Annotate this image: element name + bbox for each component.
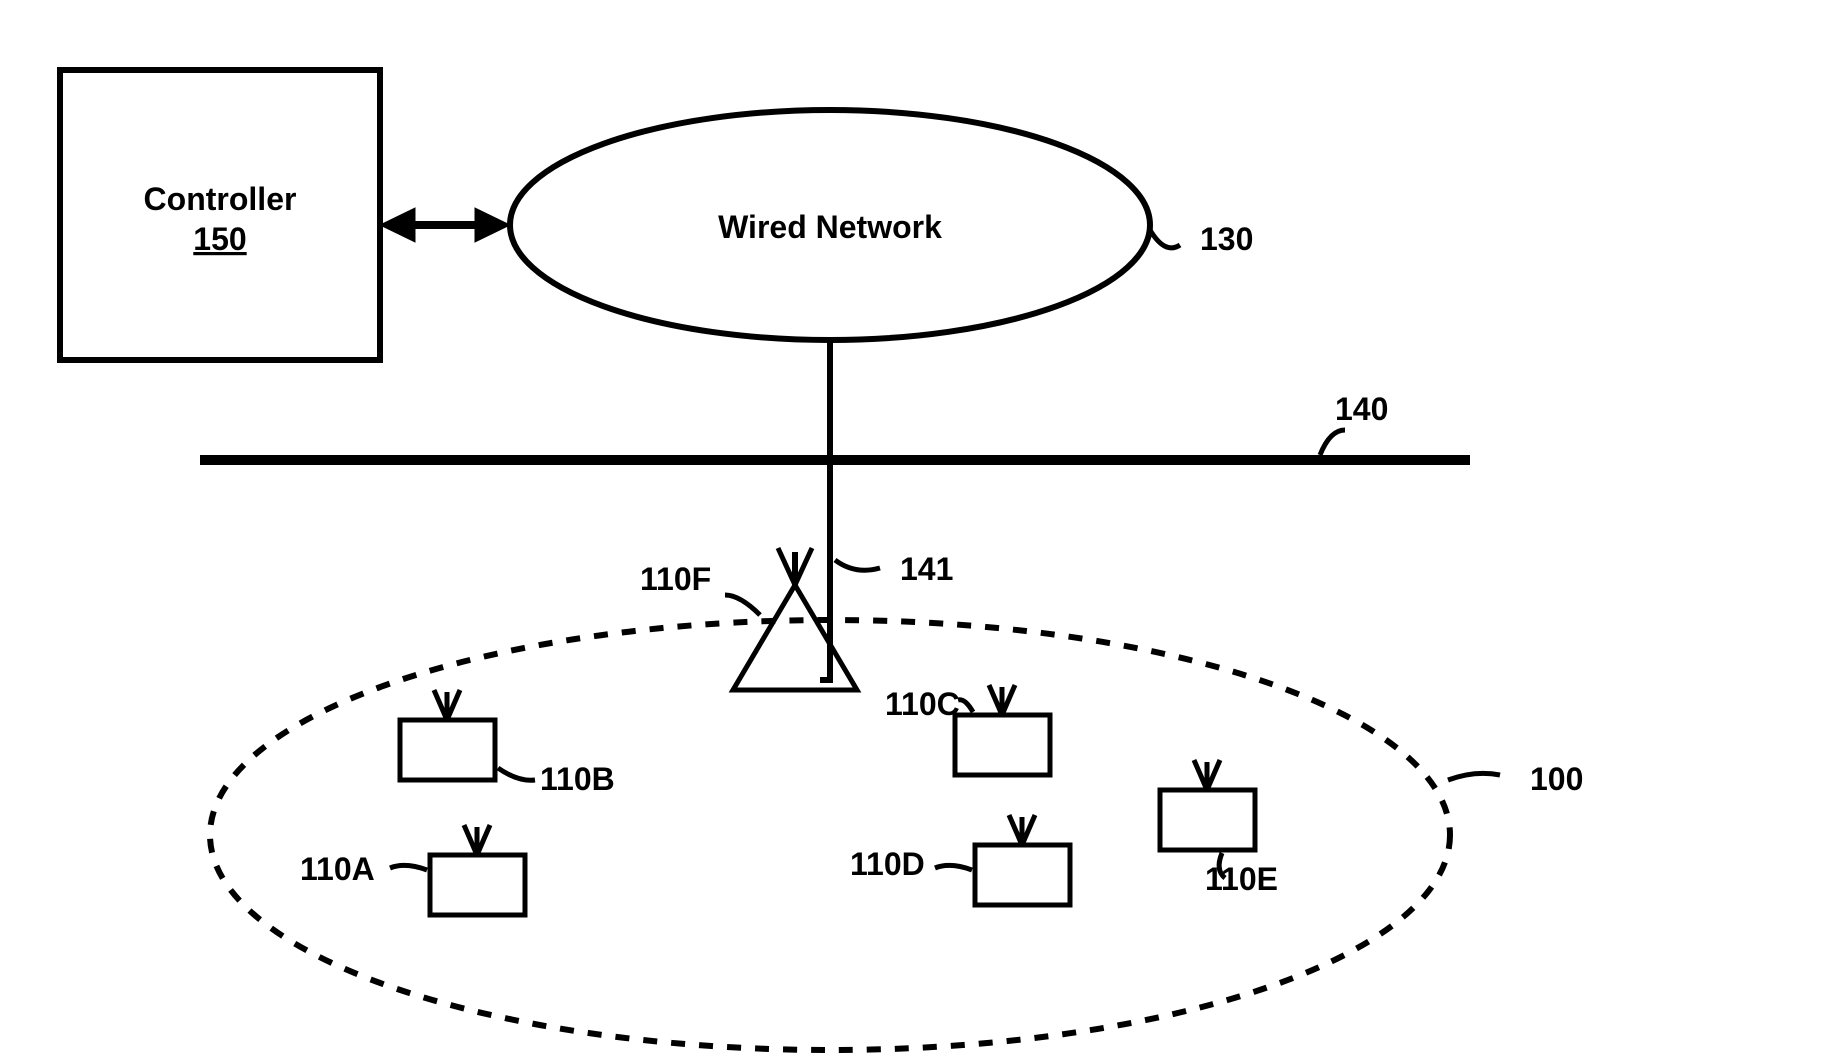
- leader-100: [1448, 773, 1500, 780]
- link-bus-to-ap: [820, 460, 830, 680]
- device-110b: [400, 690, 495, 780]
- ref-130: 130: [1200, 221, 1253, 257]
- leader-110c: [958, 700, 973, 712]
- ref-141: 141: [900, 551, 953, 587]
- controller-label-line1: Controller: [144, 181, 297, 217]
- ref-110e: 110E: [1205, 861, 1278, 897]
- leader-141: [835, 560, 880, 570]
- ref-110f: 110F: [640, 561, 711, 597]
- leader-110b: [498, 768, 535, 780]
- coverage-ellipse: [210, 620, 1450, 1050]
- leader-110a: [390, 865, 427, 870]
- leader-130: [1150, 230, 1180, 248]
- leader-110f: [725, 595, 760, 615]
- ref-140: 140: [1335, 391, 1388, 427]
- controller-label-line2: 150: [193, 221, 246, 257]
- ref-110c: 110C: [885, 686, 960, 722]
- device-110c: [955, 685, 1050, 775]
- device-110e: [1160, 760, 1255, 850]
- ref-110d: 110D: [850, 846, 925, 882]
- device-110a: [430, 825, 525, 915]
- device-110d: [975, 815, 1070, 905]
- wired-network-label: Wired Network: [718, 209, 942, 245]
- bidirectional-arrow: [380, 208, 510, 242]
- ref-110b: 110B: [540, 761, 615, 797]
- leader-110d: [935, 865, 972, 870]
- ref-110a: 110A: [300, 851, 375, 887]
- ref-100: 100: [1530, 761, 1583, 797]
- leader-140: [1320, 430, 1345, 455]
